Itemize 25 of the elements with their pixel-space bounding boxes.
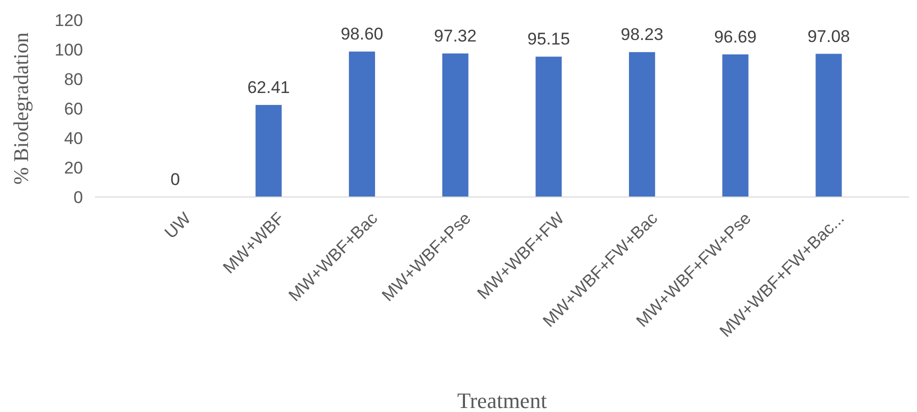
y-tick-label: 0 — [74, 188, 83, 207]
data-label: 98.23 — [620, 25, 664, 44]
bar — [628, 52, 656, 197]
bar — [536, 56, 562, 197]
y-tick-label: 100 — [54, 40, 83, 60]
data-label: 97.08 — [807, 26, 850, 46]
data-label: 96.69 — [714, 27, 757, 46]
y-tick-label: 120 — [54, 10, 83, 30]
bar — [722, 54, 748, 197]
bar — [816, 54, 842, 197]
bar — [348, 52, 376, 197]
x-tick-label: UW — [161, 208, 195, 242]
y-tick-label: 80 — [64, 70, 83, 89]
y-tick-label: 60 — [64, 99, 83, 118]
bar — [442, 53, 468, 197]
bar — [256, 104, 282, 197]
data-label: 97.32 — [434, 26, 477, 46]
data-label: 95.15 — [527, 30, 570, 49]
y-axis-title: % Biodegradation — [9, 32, 33, 185]
data-label: 0 — [170, 170, 180, 189]
data-label: 62.41 — [247, 78, 290, 97]
y-tick-label: 40 — [64, 128, 83, 148]
x-axis-title: Treatment — [457, 388, 547, 412]
y-tick-label: 20 — [64, 158, 83, 178]
data-label: 98.60 — [340, 24, 384, 44]
